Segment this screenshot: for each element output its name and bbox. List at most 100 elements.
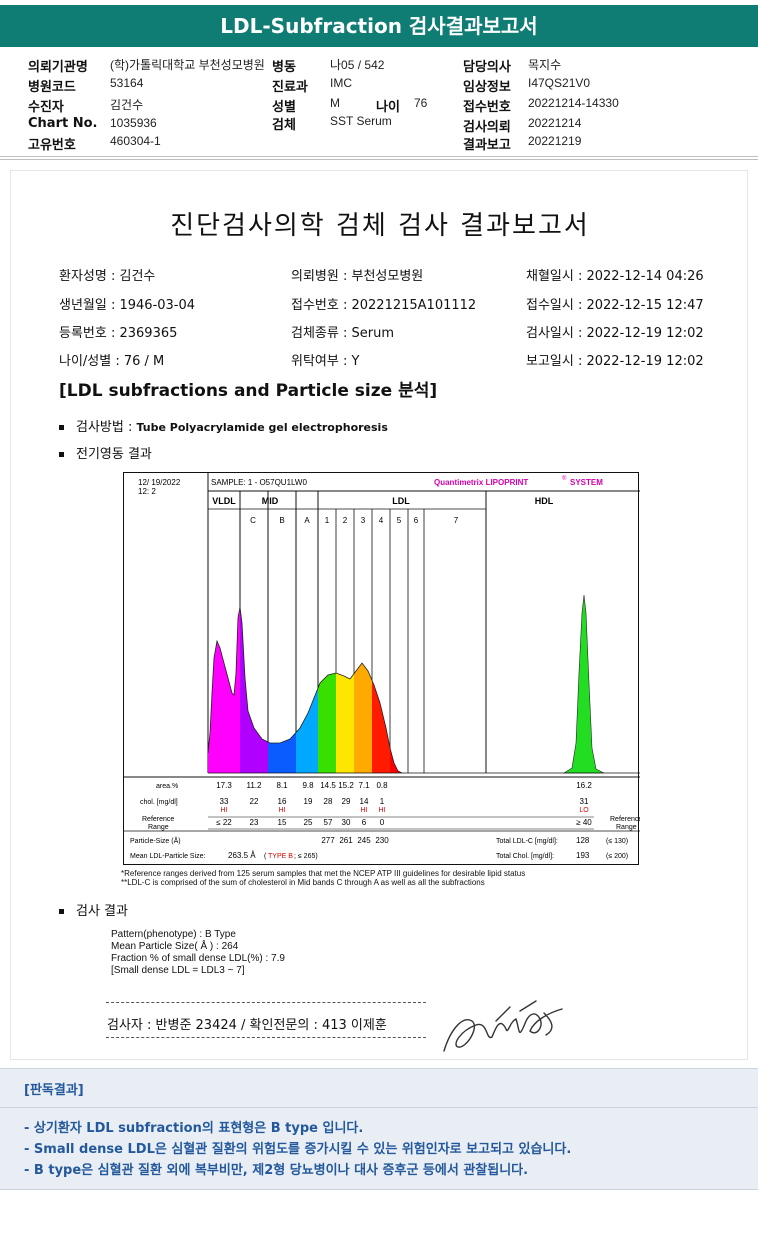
chol-value: 14 bbox=[360, 797, 369, 806]
area-value: 16.2 bbox=[576, 781, 592, 790]
ref-value: ≥ 40 bbox=[576, 818, 592, 827]
chart-brand-suffix: SYSTEM bbox=[570, 478, 603, 487]
header-label: 나이 bbox=[376, 100, 400, 115]
ref-label: Reference bbox=[142, 816, 174, 823]
mean-type-suffix: ; ≤ 265) bbox=[294, 853, 318, 860]
ref-value: 6 bbox=[362, 818, 367, 827]
band-label: 7 bbox=[454, 516, 459, 525]
band-label: 6 bbox=[414, 516, 419, 525]
particle-label: Particle-Size (Å) bbox=[130, 836, 181, 845]
chol-value: 19 bbox=[304, 797, 313, 806]
header-value: 1035936 bbox=[110, 116, 157, 130]
interpretation-line: - B type은 심혈관 질환 외에 복부비만, 제2형 당뇨병이나 대사 증… bbox=[24, 1163, 529, 1178]
flag-value: HI bbox=[361, 807, 368, 814]
ref-right-label: Reference bbox=[610, 816, 640, 823]
header-value: 20221214 bbox=[528, 116, 582, 130]
chol-value: 16 bbox=[278, 797, 287, 806]
header-label: 임상정보 bbox=[463, 80, 511, 95]
header-label: 병동 bbox=[272, 60, 296, 75]
flag-value: HI bbox=[379, 807, 386, 814]
header-label: 병원코드 bbox=[28, 80, 76, 95]
header-label: 담당의사 bbox=[463, 60, 511, 75]
electro-line: 전기영동 결과 bbox=[59, 443, 152, 462]
region-label: HDL bbox=[535, 496, 554, 506]
band-label: 1 bbox=[325, 516, 330, 525]
header-label: 의뢰기관명 bbox=[28, 60, 88, 75]
band-label: C bbox=[250, 516, 256, 525]
ref-value: 30 bbox=[342, 818, 351, 827]
section-heading: [LDL subfractions and Particle size 분석] bbox=[59, 381, 438, 401]
mean-type-prefix: ( bbox=[264, 853, 267, 860]
chol-value: 1 bbox=[380, 797, 385, 806]
flag-value: HI bbox=[221, 807, 228, 814]
result-label: 검사 결과 bbox=[76, 904, 128, 919]
chart-brand-mark: ® bbox=[562, 475, 567, 482]
ref-value: 57 bbox=[324, 818, 333, 827]
chart-svg: 12/ 19/202212: 2 SAMPLE: 1 - O57QU1LW0 Qua… bbox=[124, 473, 640, 860]
band-area bbox=[354, 663, 372, 773]
result-line: [Small dense LDL = LDL3 ~ 7] bbox=[111, 965, 245, 976]
chol-value: 28 bbox=[324, 797, 333, 806]
mean-type: TYPE B bbox=[268, 853, 293, 860]
header-label: 고유번호 bbox=[28, 138, 76, 153]
chol-value: 31 bbox=[580, 797, 589, 806]
interpretation-divider bbox=[0, 1107, 758, 1108]
ref-value: 15 bbox=[278, 818, 287, 827]
hdl-peak bbox=[562, 594, 605, 774]
header-value: 김건수 bbox=[110, 98, 144, 112]
header-label: 수진자 bbox=[28, 100, 64, 115]
area-value: 11.2 bbox=[247, 781, 263, 790]
chart-date: 12/ 19/2022 bbox=[138, 478, 181, 487]
region-label: VLDL bbox=[212, 496, 236, 506]
bullet-icon bbox=[59, 425, 64, 430]
area-value: 15.2 bbox=[338, 781, 354, 790]
total-ldl-label: Total LDL-C [mg/dl]: bbox=[496, 838, 558, 845]
band-label: B bbox=[279, 516, 284, 525]
patient-info-item: 채혈일시 : 2022-12-14 04:26 bbox=[526, 269, 704, 284]
header-label: 결과보고 bbox=[463, 138, 511, 153]
header-value: SST Serum bbox=[330, 114, 392, 128]
signature-divider bbox=[106, 1002, 426, 1003]
signature-text: 검사자 : 반병준 23424 / 확인전문의 : 413 이제훈 bbox=[107, 1018, 387, 1033]
band-area bbox=[318, 673, 336, 773]
header-label: 접수번호 bbox=[463, 100, 511, 115]
flag-value: LO bbox=[579, 807, 589, 814]
electro-label: 전기영동 결과 bbox=[76, 447, 152, 462]
report-heading: 진단검사의학 검체 검사 결과보고서 bbox=[170, 211, 590, 241]
band-label: 3 bbox=[361, 516, 366, 525]
band-label: 2 bbox=[343, 516, 348, 525]
total-chol-label: Total Chol. [mg/dl]: bbox=[496, 853, 554, 860]
chol-value: 22 bbox=[250, 797, 259, 806]
band-area bbox=[268, 732, 296, 773]
mean-value: 263.5 Å bbox=[228, 851, 256, 860]
header-value: (학)가톨릭대학교 부천성모병원 bbox=[110, 58, 265, 72]
total-ldl-value: 128 bbox=[576, 836, 590, 845]
chart-run: 12: 2 bbox=[138, 487, 156, 496]
interpretation-title: [판독결과] bbox=[24, 1083, 84, 1098]
flag-value: HI bbox=[279, 807, 286, 814]
result-line: Mean Particle Size( Å ) : 264 bbox=[111, 941, 239, 952]
ref-value: 23 bbox=[250, 818, 259, 827]
total-ldl-ref: (≤ 130) bbox=[606, 838, 628, 845]
header-label: 성별 bbox=[272, 100, 296, 115]
area-value: 0.8 bbox=[376, 781, 388, 790]
header-value: IMC bbox=[330, 76, 352, 90]
chart-sample: SAMPLE: 1 - O57QU1LW0 bbox=[211, 478, 307, 487]
bullet-icon bbox=[59, 909, 64, 914]
particle-value: 230 bbox=[375, 836, 389, 845]
particle-value: 261 bbox=[339, 836, 353, 845]
header-value: 나05 / 542 bbox=[330, 58, 385, 72]
chol-value: 33 bbox=[220, 797, 229, 806]
patient-info-item: 의뢰병원 : 부천성모병원 bbox=[291, 269, 424, 284]
header-value: 20221214-14330 bbox=[528, 96, 619, 110]
handwritten-signature bbox=[443, 1000, 563, 1052]
bullet-icon bbox=[59, 452, 64, 457]
patient-info-item: 접수일시 : 2022-12-15 12:47 bbox=[526, 298, 704, 313]
header-value: 목지수 bbox=[528, 58, 562, 72]
patient-info-item: 등록번호 : 2369365 bbox=[59, 326, 178, 341]
patient-info-item: 나이/성별 : 76 / M bbox=[59, 354, 165, 369]
area-label: area.% bbox=[156, 783, 178, 790]
method-line: 검사방법 : Tube Polyacrylamide gel electroph… bbox=[59, 416, 388, 435]
chol-label: chol. [mg/dl] bbox=[140, 799, 178, 806]
result-block: Pattern(phenotype) : B Type Mean Particl… bbox=[111, 929, 285, 977]
